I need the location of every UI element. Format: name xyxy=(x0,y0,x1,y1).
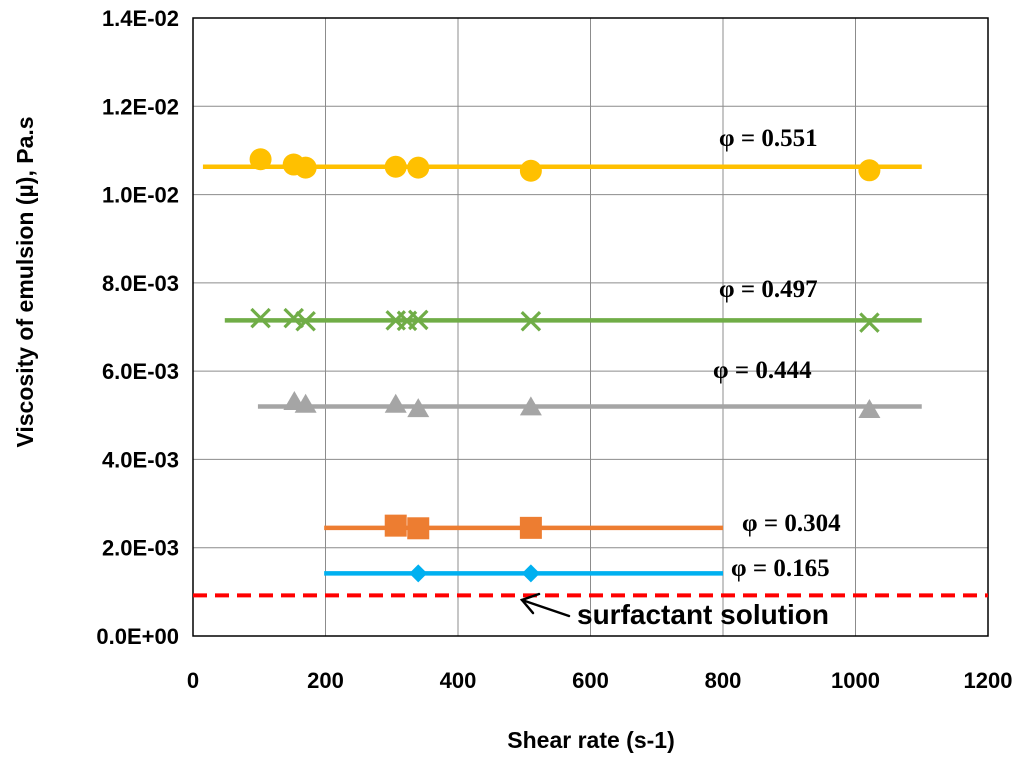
data-point xyxy=(859,312,880,333)
data-point xyxy=(384,393,407,413)
label-phi-0497: φ = 0.497 xyxy=(719,276,818,303)
y-tick-label: 0.0E+00 xyxy=(96,624,179,649)
series-layer xyxy=(202,148,922,583)
y-tick-label: 1.2E-02 xyxy=(102,94,179,119)
data-point xyxy=(519,159,542,182)
x-tick-label: 400 xyxy=(440,668,477,693)
label-phi-0551: φ = 0.551 xyxy=(719,125,818,152)
y-tick-label: 2.0E-03 xyxy=(102,536,179,561)
data-point xyxy=(407,398,430,418)
y-tick-label: 6.0E-03 xyxy=(102,359,179,384)
y-tick-label: 1.0E-02 xyxy=(102,183,179,208)
x-tick-label: 800 xyxy=(705,668,742,693)
y-tick-label: 8.0E-03 xyxy=(102,271,179,296)
marker-stroke xyxy=(520,310,542,332)
data-point xyxy=(250,307,271,329)
surfactant-arrow xyxy=(519,592,571,618)
x-tick-label: 0 xyxy=(187,668,199,693)
data-point xyxy=(407,517,430,540)
y-tick-label: 1.4E-02 xyxy=(102,6,179,31)
label-phi-0444: φ = 0.444 xyxy=(713,357,812,384)
x-tick-label: 1000 xyxy=(831,668,880,693)
data-point xyxy=(521,564,540,583)
data-point xyxy=(295,310,316,332)
series-1 xyxy=(224,307,922,333)
x-axis-ticks: 0 200 400 600 800 1000 1200 xyxy=(187,668,1013,693)
data-point xyxy=(384,155,407,178)
series-0 xyxy=(202,148,922,182)
marker-stroke xyxy=(250,307,271,329)
y-tick-label: 4.0E-03 xyxy=(102,447,179,472)
data-point xyxy=(858,398,881,418)
series-3 xyxy=(324,514,723,540)
marker-stroke xyxy=(407,309,429,331)
y-axis-title: Viscosity of emulsion (µ), Pa.s xyxy=(12,116,38,447)
x-tick-label: 1200 xyxy=(964,668,1013,693)
marker-stroke xyxy=(859,312,880,333)
series-4 xyxy=(324,564,723,583)
label-phi-0165: φ = 0.165 xyxy=(731,555,830,582)
data-point xyxy=(407,156,430,179)
marker-stroke xyxy=(295,310,316,332)
x-tick-label: 200 xyxy=(307,668,344,693)
data-point xyxy=(858,159,881,182)
series-2 xyxy=(257,391,922,418)
data-point xyxy=(519,396,542,416)
data-point xyxy=(384,514,407,537)
y-axis-ticks: 0.0E+00 2.0E-03 4.0E-03 6.0E-03 8.0E-03 1.0E-… xyxy=(96,6,179,649)
data-point xyxy=(407,309,429,331)
x-tick-label: 600 xyxy=(572,668,609,693)
data-point xyxy=(520,310,542,332)
data-point xyxy=(519,516,542,539)
annotation-layer: φ = 0.551 φ = 0.497 φ = 0.444 φ = 0.304 … xyxy=(519,125,841,630)
data-point xyxy=(249,148,272,171)
label-phi-0304: φ = 0.304 xyxy=(742,510,841,537)
data-point xyxy=(294,393,317,413)
x-axis-title: Shear rate (s-1) xyxy=(507,727,674,753)
grid xyxy=(192,17,989,637)
data-point xyxy=(409,564,428,583)
data-point xyxy=(294,156,317,179)
plot-area-border xyxy=(192,17,989,637)
label-surfactant-solution: surfactant solution xyxy=(577,599,829,630)
